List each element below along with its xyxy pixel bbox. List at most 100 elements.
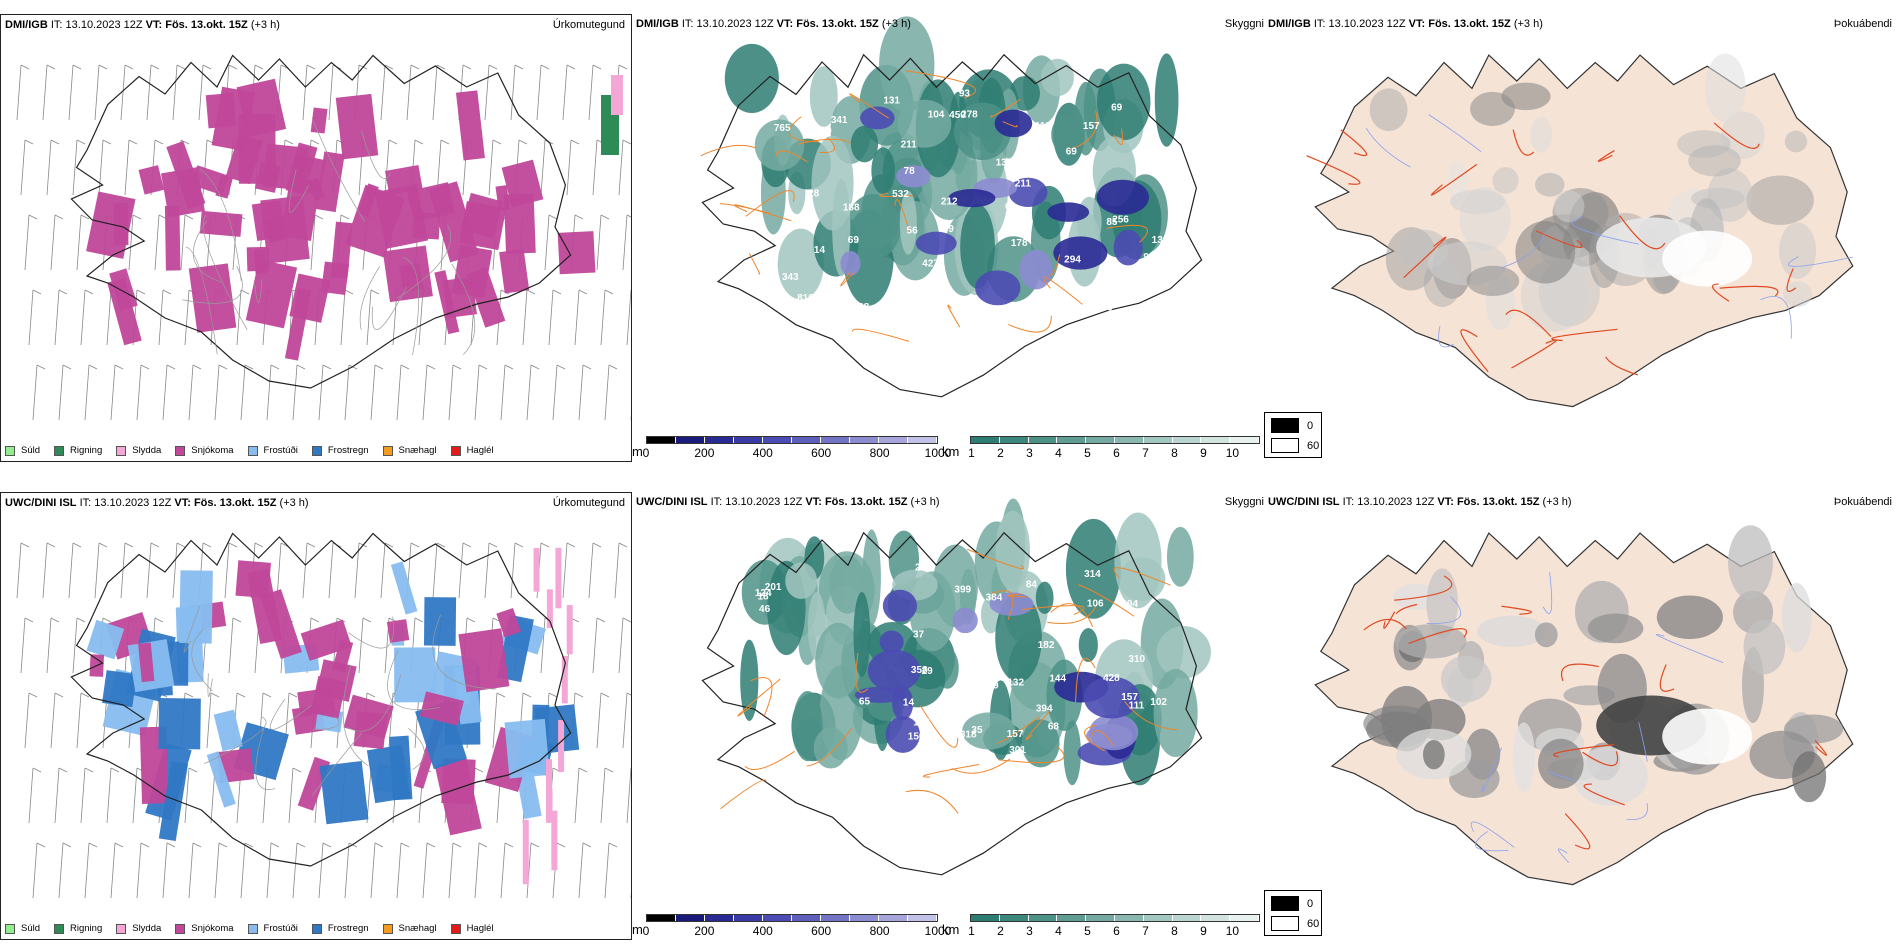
legend-swatch: [450, 445, 461, 456]
visibility-colorbar: km 1 2 3 4 5 6 7 8 9 10: [942, 914, 1262, 938]
colorbar-tick: 4: [1055, 446, 1062, 460]
river-line: [1481, 747, 1502, 793]
iceland-map-precip-dmi: [16, 54, 631, 421]
road-line: [855, 652, 869, 693]
colorbar-strip: [970, 436, 1260, 444]
colorbar-tick: 7: [1142, 446, 1149, 460]
precip-area: [247, 569, 283, 644]
visibility-area: [1041, 58, 1074, 97]
coastline: [701, 531, 1203, 876]
ceiling-value-label: 211: [901, 140, 918, 151]
wind-barb-flag: [478, 842, 488, 848]
legend-item: Rigning: [54, 923, 102, 934]
fog-area: [1477, 615, 1546, 647]
road-line: [359, 266, 381, 330]
road-line: [1075, 657, 1096, 703]
wind-barb-flag: [124, 64, 134, 70]
colorbar-segment: [971, 437, 1000, 443]
wind-barb-flag: [600, 214, 610, 220]
precip-area: [158, 698, 201, 750]
wind-barb: [592, 617, 598, 674]
wind-barb: [448, 842, 454, 899]
colorbar-segment: [734, 915, 763, 921]
wind-barb-flag: [228, 64, 238, 70]
colorbar-tick: 8: [1171, 446, 1178, 460]
road-line: [451, 263, 476, 355]
road-line: [789, 116, 819, 143]
legend-label: Haglél: [466, 923, 494, 934]
road-line: [904, 70, 977, 99]
ceiling-value-label: 68: [1048, 722, 1060, 733]
wind-barb: [566, 139, 572, 196]
precip-area: [442, 276, 477, 318]
road-line: [207, 673, 213, 697]
wind-barb: [120, 64, 126, 121]
wind-barb-flag: [504, 364, 514, 370]
wind-barb-flag: [522, 692, 532, 698]
wind-barb-flag: [322, 842, 332, 848]
road-line: [1430, 163, 1478, 196]
ceiling-value-label: 14: [814, 245, 826, 256]
wind-barb-flag: [474, 767, 484, 773]
wind-barb-flag: [306, 542, 316, 548]
colorbar-segment: [792, 915, 821, 921]
iceland-map-fog-uwc: [1314, 525, 1854, 886]
road-line: [719, 203, 771, 215]
ceiling-value-label: 532: [892, 189, 909, 200]
legend-item: Snjókoma: [175, 923, 234, 934]
wind-barb: [626, 767, 631, 824]
wind-barb: [236, 289, 242, 346]
visibility-area: [1114, 512, 1162, 609]
visibility-area: [1074, 81, 1098, 156]
wind-barb-flag: [462, 542, 472, 548]
road-line: [1106, 224, 1148, 243]
wind-barb: [198, 64, 204, 121]
panel-title: Skyggni: [1224, 18, 1264, 30]
iceland-map-fog-dmi: [1306, 53, 1854, 408]
wind-barb-flag: [150, 542, 160, 548]
road-line: [1049, 254, 1061, 276]
ceiling-value-label: 168: [853, 302, 870, 313]
wind-barb-flag: [128, 139, 138, 145]
wind-barb-flag: [374, 364, 384, 370]
ceiling-value-label: 256: [1112, 215, 1129, 226]
ceiling-value-label: 37: [913, 629, 925, 640]
road-line: [734, 204, 792, 222]
wind-barb: [318, 842, 324, 899]
road-line: [185, 246, 218, 355]
wind-barb-flag: [626, 214, 631, 218]
river-line: [1788, 256, 1853, 267]
wind-barb-flag: [270, 364, 280, 370]
ceiling-area: [915, 231, 957, 255]
precip-area: [496, 607, 522, 638]
road-line: [849, 93, 889, 119]
fog-area: [1587, 613, 1644, 644]
colorbar-segment: [1143, 437, 1173, 443]
fog-area: [1784, 130, 1808, 153]
colorbar-tick: 2: [997, 446, 1004, 460]
wind-barb-flag: [110, 767, 120, 773]
wind-barb-flag: [596, 617, 606, 623]
ceiling-value-label: 394: [1036, 703, 1053, 714]
wind-barb: [58, 364, 64, 421]
wind-barb-flag: [46, 64, 56, 70]
wind-barb: [418, 289, 424, 346]
wind-barb: [80, 767, 86, 824]
ceiling-value-label: 18: [757, 592, 769, 603]
river-line: [1365, 127, 1411, 168]
road-line: [1501, 605, 1532, 615]
colorbar-tick: 3: [1026, 446, 1033, 460]
wind-barb-flag: [306, 64, 316, 70]
wind-barb-flag: [488, 64, 498, 70]
ceiling-area: [1096, 179, 1149, 215]
wind-barb: [224, 542, 230, 599]
legend-label: Frostúði: [263, 445, 298, 456]
road-line: [254, 279, 263, 304]
fog-area: [1779, 222, 1817, 279]
wind-barb: [370, 842, 376, 899]
wind-barb: [328, 542, 334, 599]
precip-area: [522, 819, 529, 885]
river-line: [1760, 296, 1792, 339]
precip-area: [138, 642, 155, 683]
legend-label: Haglél: [466, 445, 494, 456]
